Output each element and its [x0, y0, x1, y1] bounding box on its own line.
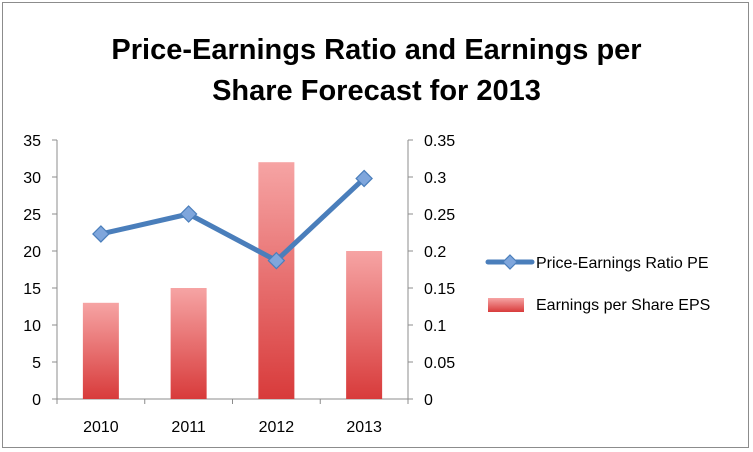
eps-bar: [82, 302, 119, 399]
right-axis-tick-label: 0.05: [424, 355, 455, 372]
right-axis-tick-label: 0.1: [424, 318, 446, 335]
right-axis-tick-label: 0.2: [424, 244, 446, 261]
legend-bar-swatch: [488, 298, 524, 312]
x-axis-tick-label: 2012: [259, 419, 295, 436]
bars-group: [82, 162, 383, 399]
x-axis-tick-label: 2010: [83, 419, 119, 436]
pe-point: [92, 225, 110, 243]
pe-point: [179, 205, 198, 223]
pe-point: [267, 251, 286, 270]
right-axis-tick-label: 0.15: [424, 281, 455, 298]
eps-bar: [258, 162, 295, 399]
left-axis-tick-label: 35: [23, 133, 41, 150]
right-axis-tick-label: 0.3: [424, 170, 446, 187]
left-axis-tick-label: 10: [23, 318, 41, 335]
pe-point: [355, 169, 373, 188]
left-axis-tick-label: 5: [32, 355, 41, 372]
right-axis-tick-label: 0.35: [424, 133, 455, 150]
legend-label-eps: Earnings per Share EPS: [536, 297, 710, 314]
left-axis-tick-label: 25: [23, 207, 41, 224]
left-axis-tick-label: 15: [23, 281, 41, 298]
right-axis-tick-label: 0: [424, 392, 433, 409]
legend-line-marker: [502, 254, 518, 270]
chart-title-line-1: Price-Earnings Ratio and Earnings per: [111, 34, 642, 66]
left-axis-tick-label: 0: [32, 392, 41, 409]
eps-bar: [170, 288, 207, 399]
x-axis-tick-label: 2011: [171, 419, 206, 436]
x-axis-tick-label: 2013: [346, 419, 382, 436]
eps-bar: [346, 251, 383, 399]
legend-label-pe: Price-Earnings Ratio PE: [536, 255, 709, 272]
chart-title-line-2: Share Forecast for 2013: [212, 75, 541, 107]
pe-line: [98, 175, 367, 264]
chart-title: Price-Earnings Ratio and Earnings per Sh…: [0, 30, 753, 112]
line-group: [92, 169, 373, 270]
left-axis-tick-label: 30: [23, 170, 41, 187]
right-axis-tick-label: 0.25: [424, 207, 455, 224]
left-axis-tick-label: 20: [23, 244, 41, 261]
legend: Price-Earnings Ratio PE Earnings per Shar…: [485, 254, 710, 314]
